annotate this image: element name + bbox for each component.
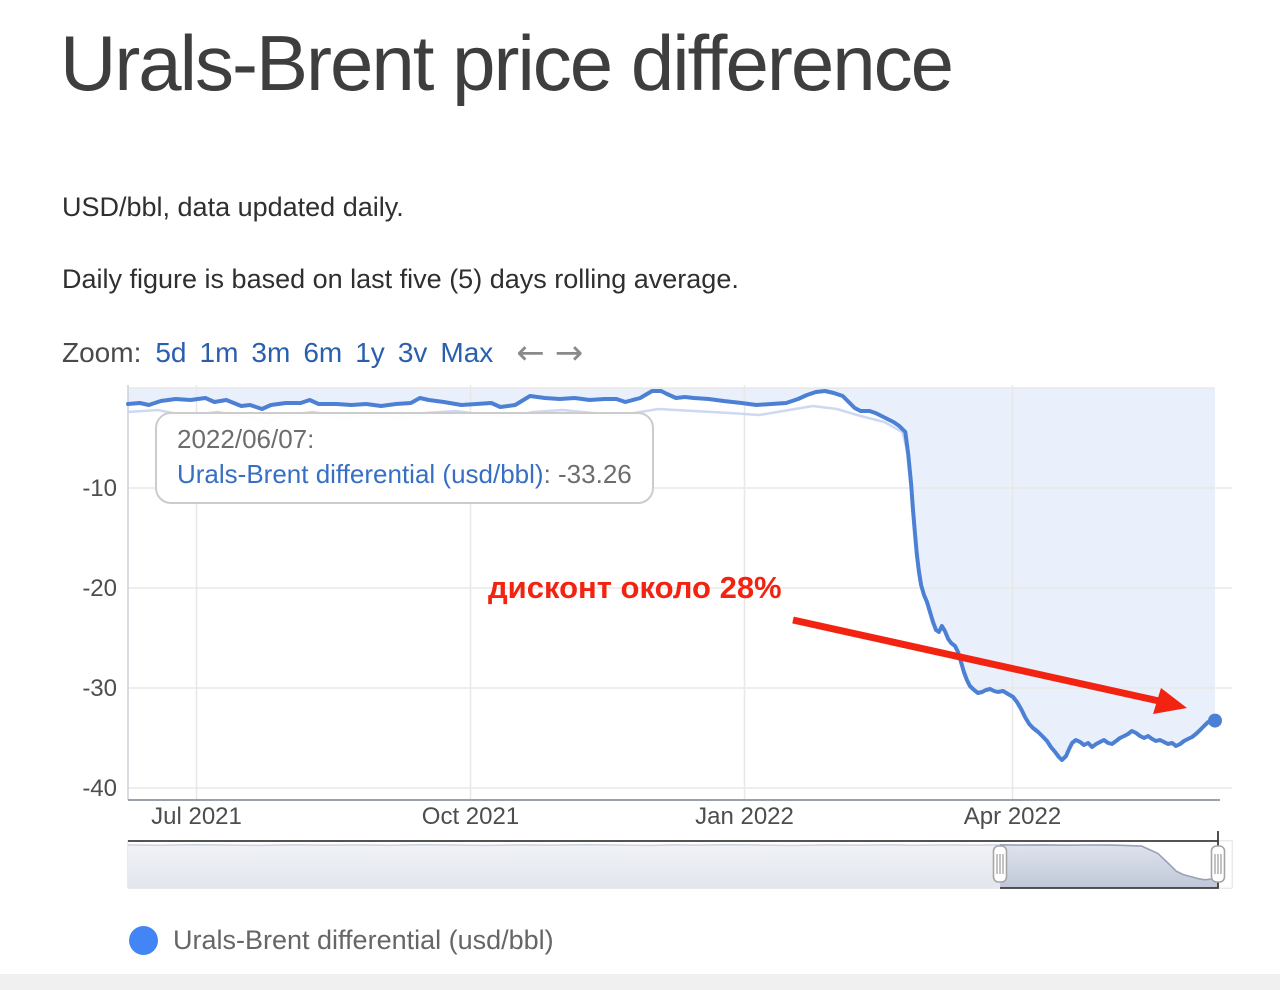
last-point-marker[interactable]	[1208, 713, 1222, 728]
y-tick-label: -30	[82, 675, 117, 702]
bottom-strip	[0, 974, 1280, 990]
zoom-label: Zoom:	[62, 337, 142, 368]
zoom-range-1y[interactable]: 1y	[355, 337, 385, 368]
y-tick-label: -20	[82, 575, 117, 602]
legend-marker-icon	[129, 926, 158, 955]
legend-label: Urals-Brent differential (usd/bbl)	[173, 925, 554, 955]
x-tick-label: Apr 2022	[964, 803, 1061, 830]
annotation-text: дисконт около 28%	[488, 570, 782, 605]
subtitle-line-1: USD/bbl, data updated daily.	[62, 192, 404, 222]
x-tick-label: Jan 2022	[695, 803, 794, 830]
legend-item[interactable]: Urals-Brent differential (usd/bbl)	[129, 925, 554, 956]
tooltip: 2022/06/07: Urals-Brent differential (us…	[155, 412, 654, 504]
tooltip-row: Urals-Brent differential (usd/bbl): -33.…	[177, 457, 632, 492]
zoom-range-6m[interactable]: 6m	[303, 337, 343, 368]
zoom-range-3v[interactable]: 3v	[397, 337, 428, 368]
x-tick-label: Jul 2021	[151, 803, 242, 830]
tooltip-value: : -33.26	[543, 459, 632, 489]
annotation-arrow	[792, 616, 1160, 705]
tooltip-series-name: Urals-Brent differential (usd/bbl)	[177, 459, 544, 489]
subtitle-line-2: Daily figure is based on last five (5) d…	[62, 264, 739, 294]
series-area	[128, 388, 1215, 760]
navigator-mask-left[interactable]	[128, 841, 1000, 888]
zoom-ranges: 5d 1m 3m 6m 1y 3v Max	[155, 337, 506, 369]
page-title: Urals-Brent price difference	[60, 19, 954, 107]
y-tick-label: -40	[82, 775, 117, 802]
zoom-next-arrow-icon[interactable]: →	[554, 333, 584, 373]
y-tick-label: -10	[82, 475, 117, 502]
zoom-bar: Zoom: 5d 1m 3m 6m 1y 3v Max ← →	[62, 336, 583, 370]
x-tick-label: Oct 2021	[422, 803, 519, 830]
zoom-range-max[interactable]: Max	[440, 337, 494, 368]
annotation-arrow-head-icon	[1153, 688, 1187, 714]
zoom-range-3m[interactable]: 3m	[251, 337, 291, 368]
zoom-range-1m[interactable]: 1m	[199, 337, 239, 368]
tooltip-date: 2022/06/07:	[177, 424, 315, 454]
series-line	[126, 389, 1217, 762]
zoom-range-5d[interactable]: 5d	[155, 337, 187, 368]
navigator-handle-right[interactable]	[1210, 845, 1226, 883]
zoom-prev-arrow-icon[interactable]: ←	[516, 333, 545, 373]
navigator-handle-left[interactable]	[992, 845, 1008, 883]
